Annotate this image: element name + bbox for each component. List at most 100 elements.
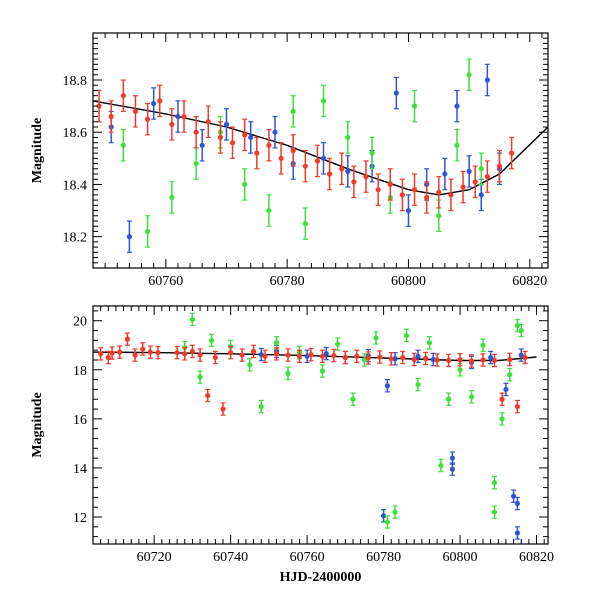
- data-point: [272, 129, 278, 135]
- x-tick-label: 60760: [290, 550, 325, 565]
- data-point: [217, 134, 223, 141]
- data-point: [327, 171, 333, 177]
- data-point: [273, 340, 280, 346]
- data-point: [415, 353, 421, 359]
- data-point: [228, 350, 234, 356]
- data-point: [335, 341, 341, 347]
- x-tick-label: 60800: [391, 274, 426, 289]
- data-point: [365, 355, 371, 361]
- data-point: [266, 142, 272, 148]
- data-point: [491, 480, 498, 486]
- data-point: [96, 103, 102, 109]
- data-point: [345, 168, 351, 174]
- series-2: [98, 332, 528, 416]
- x-tick-label: 60820: [519, 550, 554, 565]
- x-tick-label: 60720: [137, 550, 172, 565]
- data-point: [415, 381, 421, 388]
- data-point: [331, 352, 337, 359]
- data-point: [220, 406, 226, 412]
- data-point: [403, 332, 410, 339]
- data-point: [434, 357, 440, 363]
- data-point: [449, 466, 456, 472]
- data-point: [120, 93, 126, 99]
- data-point: [499, 396, 505, 402]
- series-1: [182, 312, 524, 529]
- data-point: [514, 500, 521, 507]
- plot-frame: [92, 305, 549, 545]
- model-curve: [93, 100, 548, 196]
- y-tick-label: 18.4: [63, 178, 88, 193]
- data-point: [373, 335, 379, 341]
- data-point: [290, 108, 296, 114]
- data-point: [478, 166, 484, 172]
- data-point: [399, 192, 405, 198]
- x-tick-label: 60780: [270, 274, 305, 289]
- data-point: [126, 234, 132, 240]
- data-point: [157, 98, 163, 104]
- data-point: [430, 356, 436, 363]
- series-2: [96, 79, 515, 214]
- y-tick-label: 20: [73, 315, 87, 330]
- data-point: [472, 179, 478, 185]
- data-point: [199, 142, 205, 148]
- data-point: [239, 352, 245, 358]
- data-point: [507, 356, 513, 363]
- data-point: [393, 90, 399, 96]
- data-point: [205, 119, 211, 125]
- data-point: [400, 354, 406, 361]
- data-point: [320, 98, 327, 104]
- data-point: [145, 116, 151, 122]
- y-axis-label: Magnitude: [30, 392, 45, 457]
- data-point: [197, 374, 203, 380]
- data-point: [258, 403, 264, 410]
- data-point: [384, 383, 391, 389]
- data-point: [266, 207, 272, 214]
- top-panel: 60760 60780 60800 60820 18.2 18.4 18.6 18.8 Magn…: [30, 32, 549, 289]
- data-point: [436, 213, 442, 219]
- y-tick-label: 18: [73, 364, 87, 379]
- data-point: [242, 181, 248, 188]
- data-point: [132, 352, 138, 358]
- data-point: [350, 396, 356, 402]
- data-point: [423, 355, 429, 362]
- data-point: [457, 367, 463, 373]
- data-point: [174, 350, 180, 356]
- y-tick-label: 16: [73, 413, 87, 428]
- data-point: [491, 357, 498, 364]
- data-point: [345, 134, 351, 141]
- y-axis-label: Magnitude: [30, 118, 45, 183]
- data-point: [514, 323, 521, 329]
- x-tick-label: 60780: [366, 550, 401, 565]
- x-axis-label: HJD-2400000: [280, 570, 362, 585]
- data-point: [496, 163, 503, 169]
- data-point: [273, 351, 280, 357]
- data-point: [108, 113, 114, 120]
- data-point: [468, 394, 475, 400]
- data-point: [205, 392, 211, 399]
- bottom-panel: 60720 60740 60760 60780 60800 60820 12 14 16 18 20…: [30, 305, 554, 585]
- y-tick-label: 12: [73, 511, 87, 526]
- data-point: [323, 351, 329, 357]
- data-point: [380, 513, 387, 519]
- data-point: [480, 342, 486, 348]
- data-point: [208, 337, 215, 343]
- data-point: [438, 462, 444, 469]
- data-point: [120, 142, 126, 148]
- data-point: [510, 493, 517, 499]
- data-point: [375, 187, 381, 193]
- data-point: [175, 113, 181, 120]
- data-point: [193, 160, 199, 167]
- series-1: [120, 58, 484, 248]
- data-point: [223, 121, 230, 127]
- x-tick-label: 60820: [512, 274, 547, 289]
- data-point: [197, 352, 203, 358]
- data-point: [384, 519, 391, 525]
- data-point: [436, 189, 442, 195]
- data-point: [132, 108, 139, 114]
- data-point: [342, 354, 348, 361]
- data-point: [514, 403, 521, 410]
- data-point: [189, 316, 196, 323]
- data-point: [522, 354, 528, 361]
- data-point: [480, 357, 486, 363]
